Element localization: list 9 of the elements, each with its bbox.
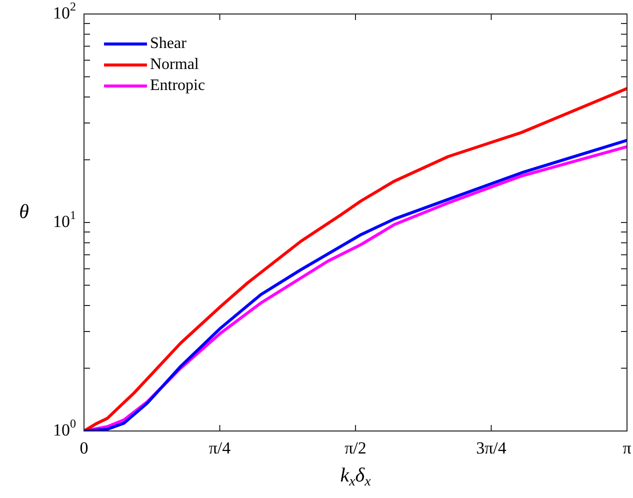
x-tick-label: π/4 — [208, 438, 232, 458]
y-axis-title: θ — [19, 200, 30, 223]
x-tick-label: π/2 — [344, 438, 366, 458]
legend-label: Normal — [150, 56, 200, 74]
x-tick-label: π — [622, 438, 632, 458]
x-tick-label: 3π/4 — [476, 438, 507, 458]
legend-label: Shear — [150, 35, 188, 52]
legend-label: Entropic — [150, 77, 206, 94]
x-tick-label: 0 — [80, 438, 88, 458]
